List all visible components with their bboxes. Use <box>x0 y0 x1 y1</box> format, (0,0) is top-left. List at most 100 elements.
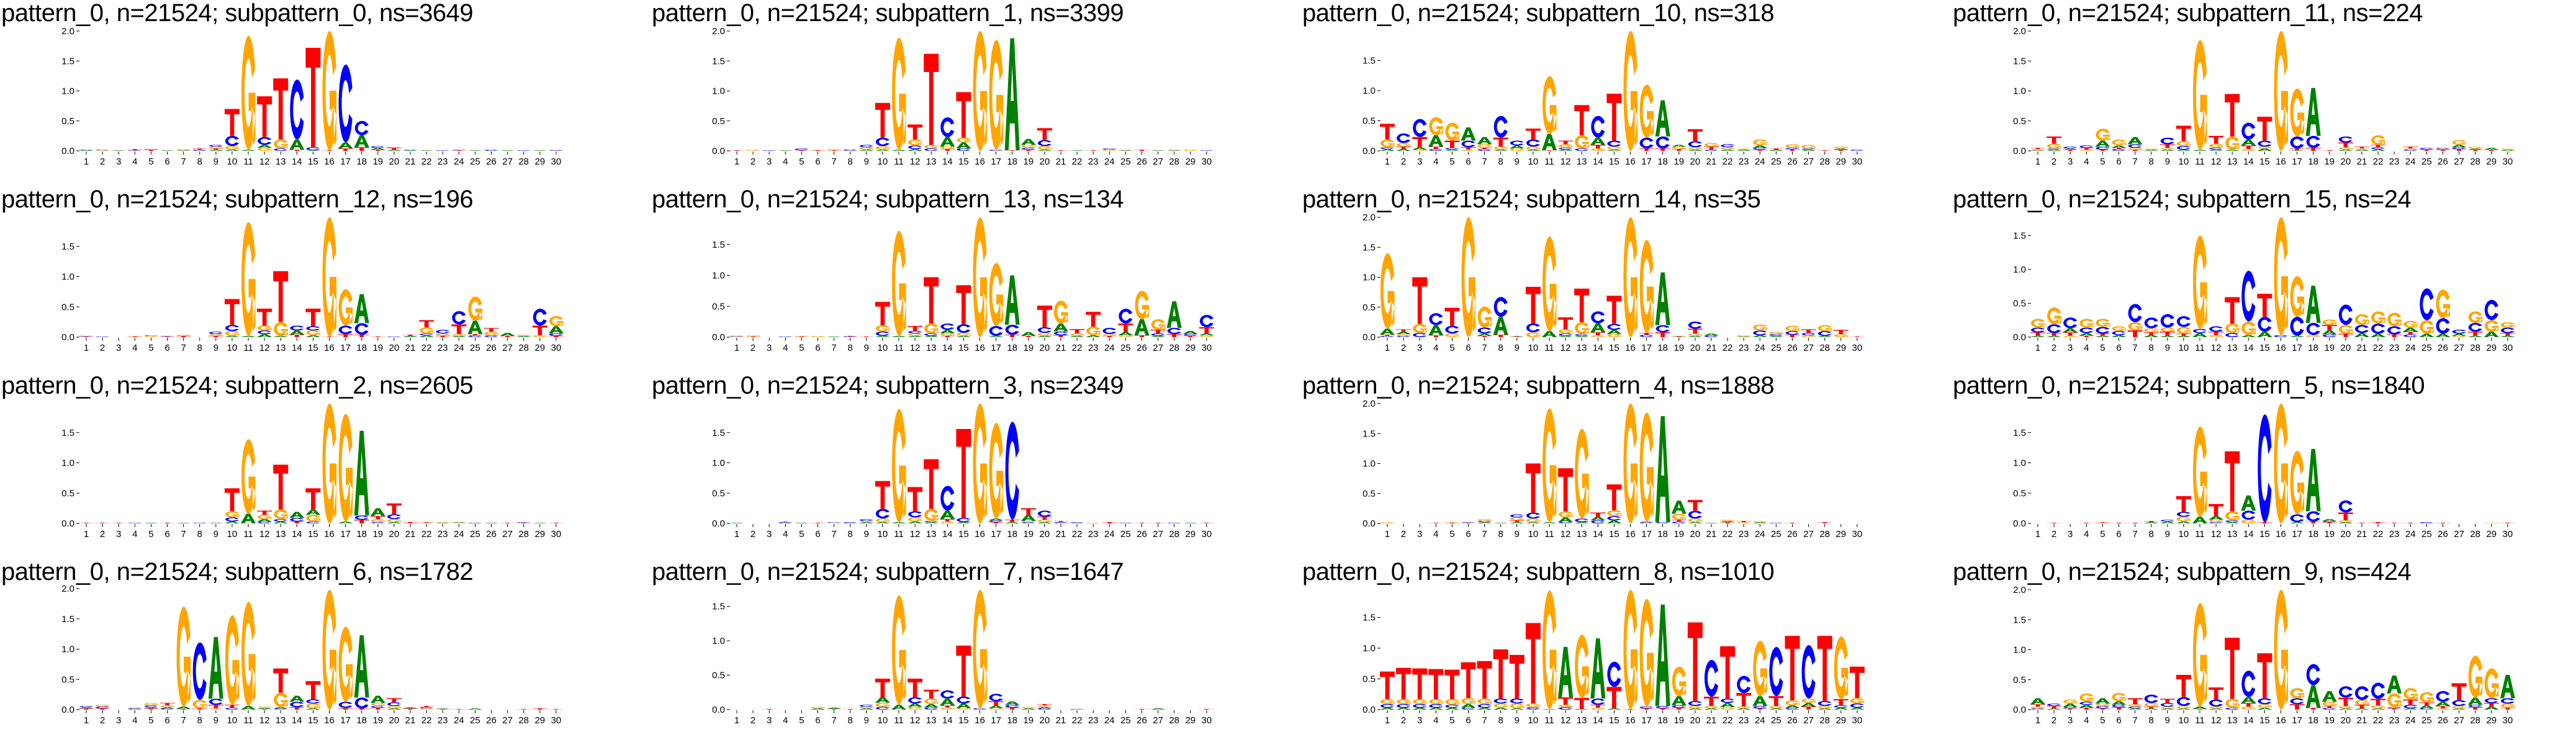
logo-letter-C <box>1445 705 1459 708</box>
logo-letter-T <box>1720 522 1736 523</box>
x-tick-label: 6 <box>815 529 820 540</box>
x-tick-label: 13 <box>1577 343 1587 353</box>
x-tick-label: 18 <box>1657 156 1668 167</box>
logo-letter-G <box>2112 326 2127 332</box>
logo-letter-A <box>2143 150 2159 151</box>
logo-letter-C <box>2371 682 2385 699</box>
logo-letter-A <box>2338 708 2353 710</box>
x-tick-label: 25 <box>470 156 480 167</box>
x-tick-label: 3 <box>767 343 772 353</box>
logo-letter-G <box>2030 707 2045 709</box>
logo-letter-A <box>875 336 890 337</box>
x-tick-label: 9 <box>214 343 218 353</box>
logo-letter-A <box>1444 708 1460 710</box>
logo-letter-A <box>2079 705 2094 708</box>
logo-letter-T <box>2209 503 2224 517</box>
logo-letter-A <box>2192 707 2207 710</box>
logo-letter-C <box>2112 149 2126 151</box>
logo-letter-C <box>2338 686 2353 698</box>
logo-letter-C <box>2225 708 2240 710</box>
x-tick-label: 7 <box>2132 715 2137 726</box>
logo-letter-G <box>875 518 890 523</box>
x-tick-label: 3 <box>2068 529 2073 540</box>
x-tick-label: 29 <box>2486 715 2497 726</box>
logo-letter-C <box>924 707 939 710</box>
x-tick-label: 19 <box>2324 343 2335 353</box>
logo-letter-T <box>1037 704 1052 706</box>
logo-letter-G <box>1785 700 1800 706</box>
logo-letter-A <box>2241 697 2256 703</box>
logo-letter-A <box>891 705 906 710</box>
x-tick-label: 13 <box>1577 529 1587 540</box>
x-tick-label: 6 <box>815 715 820 726</box>
logo-letter-T <box>435 336 451 337</box>
logo-letter-T <box>1801 707 1816 710</box>
x-tick-label: 30 <box>1202 529 1212 540</box>
x-tick-label: 7 <box>181 156 186 167</box>
logo-letter-G <box>2225 136 2240 150</box>
logo-letter-T <box>2387 334 2402 337</box>
logo-letter-C <box>274 519 288 522</box>
logo-letter-T <box>403 708 418 710</box>
logo-letter-T <box>2225 451 2240 512</box>
y-tick-label: 1.0 <box>2013 645 2026 656</box>
logo-letter-T <box>794 150 809 151</box>
logo-letter-A <box>2047 150 2062 151</box>
logo-letter-T <box>1004 335 1020 337</box>
logo-letter-A <box>338 522 353 523</box>
logo-letter-C <box>1785 331 1799 335</box>
logo-letter-G <box>1526 703 1541 708</box>
y-tick-label: 1.0 <box>2013 86 2026 97</box>
y-tick-label: 1.5 <box>712 602 725 612</box>
logo-letter-G <box>1721 147 1735 150</box>
y-tick-label: 2.0 <box>61 584 74 594</box>
logo-letter-G <box>1607 510 1621 517</box>
sequence-logo: 0.00.51.01.51 2 3 4 5 6 7 8 9 10 11 12 13 14 15 16 17 18 1… <box>1362 590 1865 726</box>
logo-letter-C <box>1785 708 1799 710</box>
logo-letter-C <box>1493 115 1508 138</box>
logo-letter-A <box>257 519 272 522</box>
logo-letter-T <box>2305 522 2321 523</box>
logo-letter-C <box>2144 317 2158 328</box>
x-tick-label: 19 <box>1023 715 1034 726</box>
logo-letter-T <box>1671 708 1687 710</box>
logo-letter-A <box>370 508 385 517</box>
x-tick-label: 29 <box>1835 156 1846 167</box>
logo-letter-C <box>1053 522 1068 523</box>
logo-panel: pattern_0, n=21524; subpattern_8, ns=101… <box>1301 559 1952 745</box>
logo-letter-C <box>2322 708 2336 710</box>
logo-letter-G <box>2371 135 2385 145</box>
sequence-logo: 0.00.51.01.51 2 3 4 5 6 7 8 9 10 11 12 13 14 15 16 17 18 1… <box>2013 404 2515 540</box>
logo-letter-G <box>371 703 385 707</box>
logo-letter-T <box>79 708 94 710</box>
logo-letter-G <box>1591 335 1605 337</box>
logo-letter-T <box>1817 522 1832 523</box>
x-tick-label: 8 <box>848 715 853 726</box>
x-tick-label: 11 <box>2195 156 2205 167</box>
y-tick-label: 0.5 <box>2013 675 2026 685</box>
logo-letter-C <box>1559 333 1573 336</box>
x-tick-label: 22 <box>1723 156 1733 167</box>
x-tick-label: 24 <box>454 343 464 353</box>
x-tick-label: 22 <box>421 715 432 726</box>
logo-letter-G <box>209 334 223 336</box>
x-tick-label: 1 <box>84 715 89 726</box>
x-tick-label: 24 <box>454 715 464 726</box>
logo-letter-G <box>274 322 288 336</box>
x-tick-label: 21 <box>1056 156 1066 167</box>
logo-letter-G <box>2371 311 2385 324</box>
x-tick-label: 6 <box>164 715 169 726</box>
logo-letter-A <box>403 336 418 337</box>
logo-letter-G <box>2403 320 2418 328</box>
logo-letter-C <box>924 148 939 151</box>
logo-letter-G <box>2079 693 2094 702</box>
x-tick-label: 9 <box>2165 343 2170 353</box>
x-tick-label: 2 <box>2051 529 2056 540</box>
logo-letter-A <box>419 150 435 151</box>
logo-letter-T <box>2403 332 2418 335</box>
x-tick-label: 24 <box>1755 529 1765 540</box>
logo-letter-G <box>2500 703 2515 708</box>
logo-letter-G <box>2452 706 2467 709</box>
logo-letter-T <box>2322 522 2337 523</box>
x-tick-label: 23 <box>2389 715 2400 726</box>
